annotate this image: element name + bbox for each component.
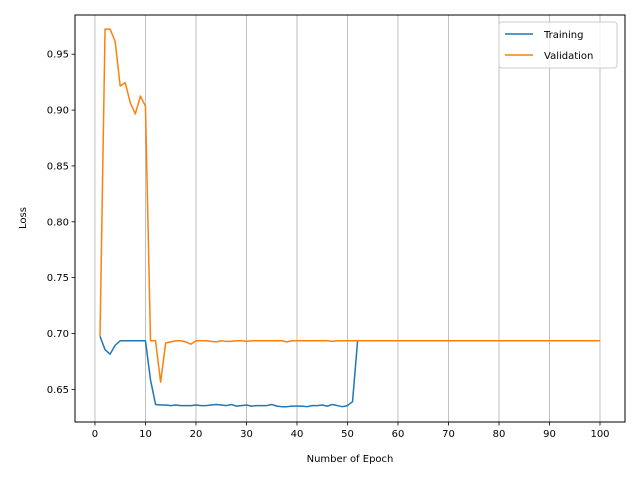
- x-tick-label: 80: [493, 429, 506, 440]
- y-tick-label: 0.95: [47, 50, 69, 61]
- legend: Training Validation: [498, 21, 618, 69]
- y-tick-label: 0.90: [47, 106, 69, 117]
- y-axis-ticks: 0.65 0.70 0.75 0.80 0.85 0.90 0.95: [47, 50, 75, 396]
- x-tick-label: 60: [392, 429, 405, 440]
- series-lines: [99, 28, 600, 408]
- x-axis-ticks: 0 10 20 30 40 50 60 70 80 90 100: [92, 422, 610, 440]
- plot-frame: [74, 14, 626, 423]
- x-tick-label: 20: [190, 429, 203, 440]
- grid-lines: [94, 15, 601, 422]
- y-axis-label: Loss: [18, 207, 29, 229]
- y-tick-label: 0.85: [47, 161, 69, 172]
- x-tick-label: 40: [291, 429, 304, 440]
- x-tick-label: 70: [442, 429, 455, 440]
- y-tick-label: 0.70: [47, 329, 69, 340]
- legend-label-validation: Validation: [544, 51, 593, 62]
- y-tick-label: 0.80: [47, 217, 69, 228]
- x-tick-label: 0: [92, 429, 98, 440]
- legend-label-training: Training: [543, 30, 583, 41]
- x-axis-label: Number of Epoch: [307, 454, 394, 465]
- y-tick-label: 0.65: [47, 385, 69, 396]
- x-tick-label: 10: [139, 429, 152, 440]
- y-tick-label: 0.75: [47, 273, 69, 284]
- x-tick-label: 30: [240, 429, 253, 440]
- series-line-validation: [99, 28, 600, 383]
- x-tick-label: 100: [590, 429, 609, 440]
- x-tick-label: 90: [543, 429, 556, 440]
- x-tick-label: 50: [341, 429, 354, 440]
